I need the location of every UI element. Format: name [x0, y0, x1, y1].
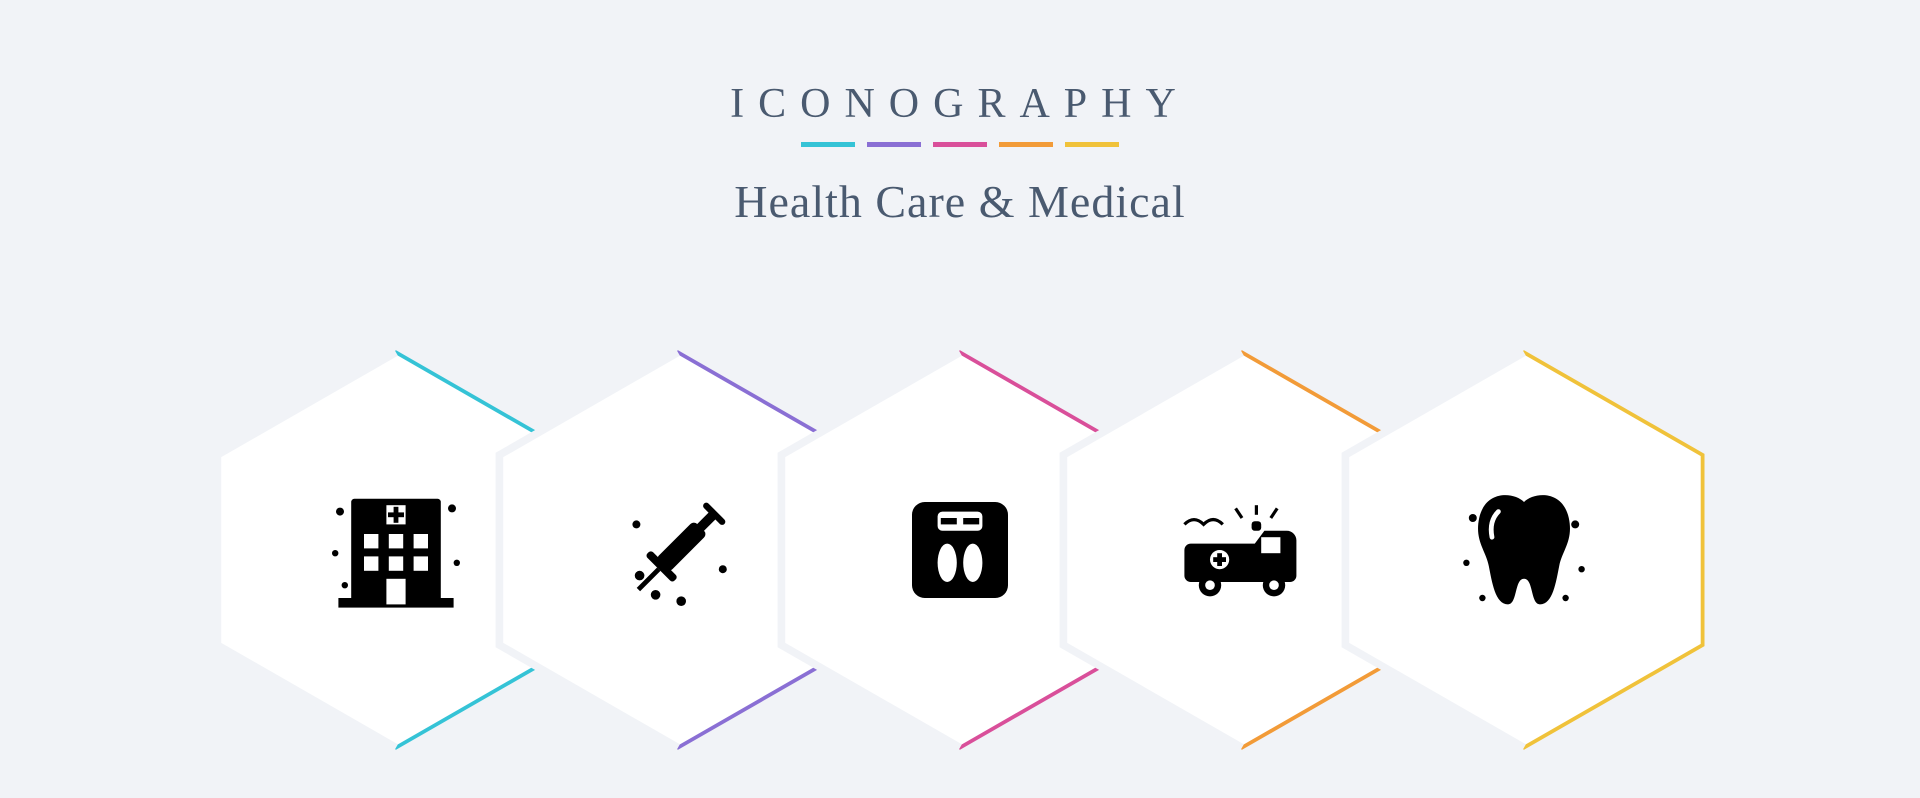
tooth-icon	[1444, 470, 1604, 630]
underline-seg-4	[999, 142, 1053, 147]
hex-slot-5	[1334, 340, 1714, 760]
underline-seg-1	[801, 142, 855, 147]
brand-wordmark: ICONOGRAPHY	[0, 80, 1920, 128]
syringe-icon	[598, 470, 758, 630]
header: ICONOGRAPHY Health Care & Medical	[0, 0, 1920, 228]
underline-seg-3	[933, 142, 987, 147]
pack-title: Health Care & Medical	[0, 175, 1920, 228]
hospital-icon	[316, 470, 476, 630]
scale-icon	[880, 470, 1040, 630]
brand-underline	[0, 142, 1920, 147]
ambulance-icon	[1162, 470, 1322, 630]
underline-seg-5	[1065, 142, 1119, 147]
hex-row	[0, 330, 1920, 770]
underline-seg-2	[867, 142, 921, 147]
